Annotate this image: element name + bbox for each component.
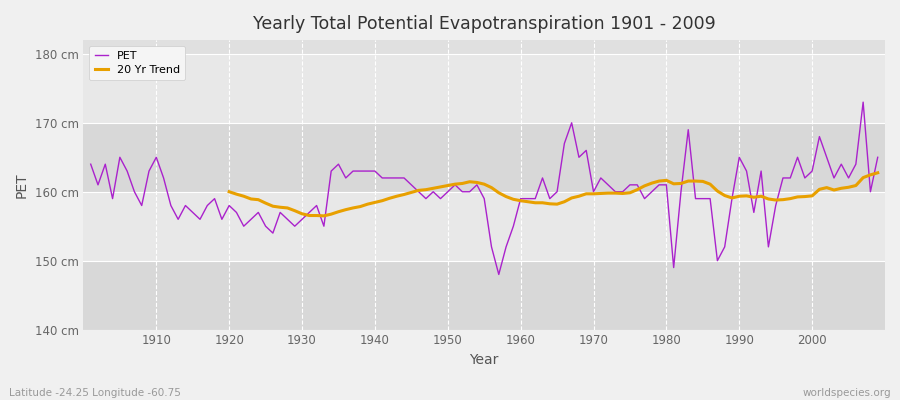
PET [86, 162, 96, 166]
PET [144, 169, 155, 174]
20 Yr Trend [224, 189, 235, 194]
20 Yr Trend [311, 213, 322, 218]
Text: Latitude -24.25 Longitude -60.75: Latitude -24.25 Longitude -60.75 [9, 388, 181, 398]
20 Yr Trend [785, 196, 796, 201]
20 Yr Trend [683, 179, 694, 184]
PET [872, 155, 883, 160]
PET [515, 196, 526, 201]
X-axis label: Year: Year [470, 353, 499, 367]
PET [347, 169, 358, 174]
PET [304, 210, 315, 215]
Bar [84, 123, 885, 192]
PET [858, 100, 868, 104]
Text: worldspecies.org: worldspecies.org [803, 388, 891, 398]
20 Yr Trend [872, 170, 883, 175]
PET [610, 189, 621, 194]
Line: 20 Yr Trend: 20 Yr Trend [230, 173, 878, 216]
Y-axis label: PET: PET [15, 172, 29, 198]
Bar [84, 192, 885, 261]
Title: Yearly Total Potential Evapotranspiration 1901 - 2009: Yearly Total Potential Evapotranspiratio… [253, 15, 716, 33]
Legend: PET, 20 Yr Trend: PET, 20 Yr Trend [89, 46, 185, 80]
20 Yr Trend [319, 214, 329, 218]
Bar [84, 54, 885, 123]
PET [523, 196, 534, 201]
Line: PET: PET [91, 102, 878, 274]
PET [493, 272, 504, 277]
20 Yr Trend [850, 183, 861, 188]
Bar [84, 261, 885, 330]
20 Yr Trend [770, 198, 781, 202]
20 Yr Trend [428, 186, 438, 191]
